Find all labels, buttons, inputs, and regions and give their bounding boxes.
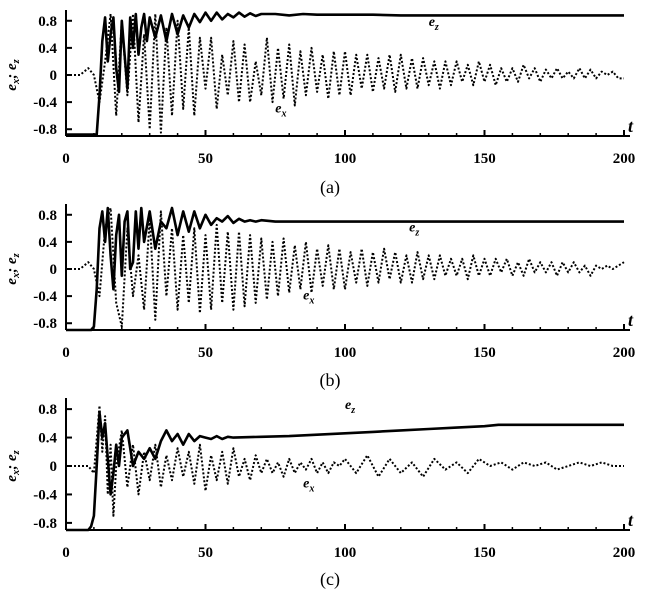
x-axis-label: t xyxy=(628,116,634,136)
y-tick-label: -0.8 xyxy=(33,316,57,332)
y-tick-label: 0.4 xyxy=(38,431,57,447)
x-axis-label: t xyxy=(628,310,634,330)
x-tick-label: 0 xyxy=(62,151,70,167)
y-tick-label: 0 xyxy=(50,459,58,475)
panel-b: 0.8 0.4 0 -0.4 -0.8 0 50 100 150 200 t ex; ez ez ex (b… xyxy=(4,204,635,391)
y-tick-label: 0.4 xyxy=(38,41,57,57)
series-line-ez xyxy=(66,11,624,136)
x-tick-label: 0 xyxy=(62,345,70,361)
x-tick-label: 150 xyxy=(473,545,496,561)
y-tick-label: 0 xyxy=(50,68,58,84)
y-axis-label: ex; ez xyxy=(4,449,22,481)
x-tick-label: 200 xyxy=(613,345,636,361)
series-line-ex xyxy=(66,404,624,517)
x-tick-label: 0 xyxy=(62,545,70,561)
y-axis-label: ex; ez xyxy=(4,252,22,284)
y-axis-label: ex; ez xyxy=(4,58,22,90)
x-axis-label: t xyxy=(628,510,634,530)
x-tick-label: 200 xyxy=(613,151,636,167)
x-tick-label: 100 xyxy=(334,345,357,361)
series-line-ex xyxy=(66,207,625,328)
series-line-ez xyxy=(66,411,624,532)
series-annotation-ex: ex xyxy=(275,101,286,119)
panel-c: 0.8 0.4 0 -0.4 -0.8 0 50 100 150 200 t ex; ez ez ex (c… xyxy=(4,398,635,590)
series-annotation-ex: ex xyxy=(303,476,314,494)
y-tick-label: -0.4 xyxy=(33,95,57,111)
series-annotation-ez: ez xyxy=(429,15,439,33)
panel-label: (b) xyxy=(320,370,341,391)
series-line-ez xyxy=(66,206,624,332)
panel-a: 0.8 0.4 0 -0.4 -0.8 0 50 100 150 200 t ex; ez ez ex (a… xyxy=(4,10,635,198)
series-annotation-ez: ez xyxy=(345,398,355,416)
series-annotation-ez: ez xyxy=(409,221,419,239)
y-tick-label: -0.4 xyxy=(33,289,57,305)
y-tick-label: 0.8 xyxy=(38,402,57,418)
x-tick-label: 150 xyxy=(473,151,496,167)
y-tick-label: 0.8 xyxy=(38,208,57,224)
x-tick-label: 50 xyxy=(198,151,213,167)
x-tick-label: 150 xyxy=(473,345,496,361)
y-tick-label: -0.4 xyxy=(33,487,57,503)
y-tick-label: -0.8 xyxy=(33,122,57,138)
series-line-ex xyxy=(66,13,624,134)
y-tick-label: 0.4 xyxy=(38,235,57,251)
series-annotation-ex: ex xyxy=(303,289,314,307)
panel-label: (c) xyxy=(320,569,340,590)
y-tick-label: 0 xyxy=(50,262,58,278)
x-tick-label: 200 xyxy=(613,545,636,561)
y-tick-label: 0.8 xyxy=(38,14,57,30)
x-tick-label: 50 xyxy=(198,545,213,561)
x-tick-label: 100 xyxy=(334,151,357,167)
panel-label: (a) xyxy=(320,177,340,198)
x-tick-label: 50 xyxy=(198,345,213,361)
y-tick-label: -0.8 xyxy=(33,516,57,532)
x-tick-label: 100 xyxy=(334,545,357,561)
